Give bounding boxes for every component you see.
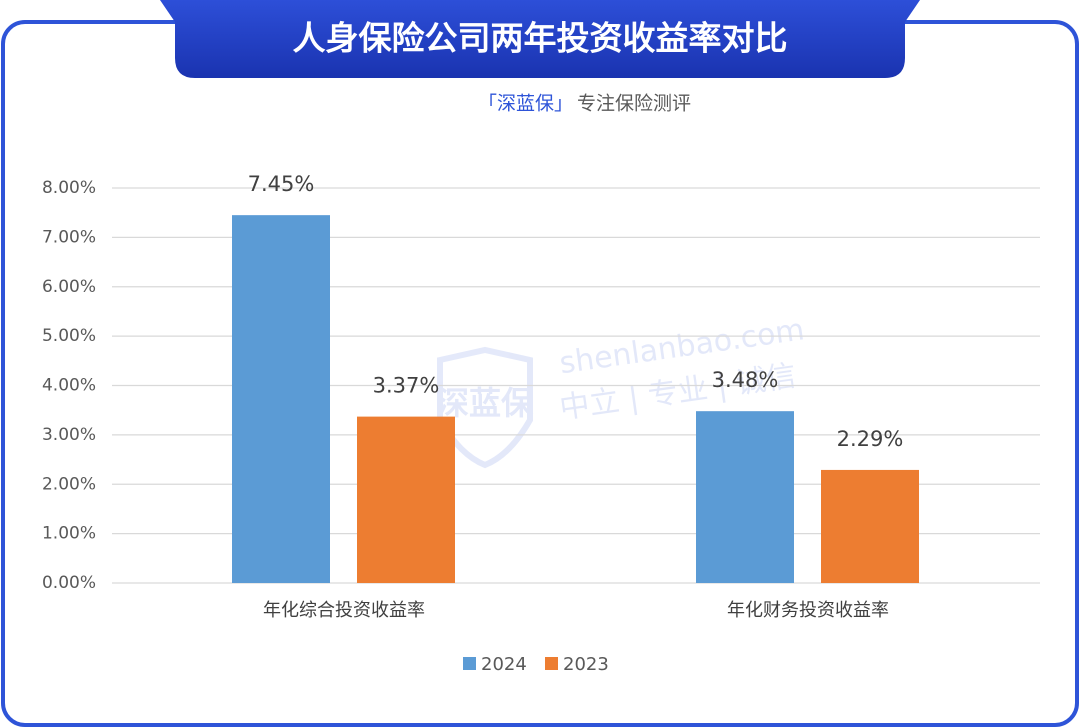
value-label: 3.37% [373, 374, 440, 398]
legend-swatch [463, 657, 476, 670]
x-tick-label: 年化综合投资收益率 [263, 600, 425, 621]
subtitle-text: 专注保险测评 [577, 93, 691, 115]
y-tick-label: 7.00% [42, 227, 96, 247]
title-banner [160, 0, 920, 78]
value-label: 2.29% [837, 427, 904, 451]
watermark-logo: 深蓝保 [437, 384, 534, 422]
bar [696, 411, 794, 583]
frame [1, 20, 1079, 727]
legend-label: 2023 [563, 654, 609, 675]
y-tick-label: 6.00% [42, 277, 96, 297]
y-tick-label: 3.00% [42, 425, 96, 445]
value-label: 3.48% [712, 368, 779, 392]
y-tick-label: 4.00% [42, 376, 96, 396]
y-tick-label: 1.00% [42, 524, 96, 544]
y-tick-label: 8.00% [42, 178, 96, 198]
legend-swatch [545, 657, 558, 670]
y-tick-label: 5.00% [42, 326, 96, 346]
value-label: 7.45% [248, 172, 315, 196]
y-tick-label: 2.00% [42, 474, 96, 494]
chart-title: 人身保险公司两年投资收益率对比 [293, 19, 788, 58]
subtitle-brand: 「深蓝保」 [478, 93, 573, 115]
bar [357, 416, 455, 583]
bar [821, 469, 919, 583]
y-tick-label: 0.00% [42, 573, 96, 593]
x-tick-label: 年化财务投资收益率 [727, 600, 889, 621]
bar [232, 215, 330, 583]
legend-label: 2024 [481, 654, 527, 675]
